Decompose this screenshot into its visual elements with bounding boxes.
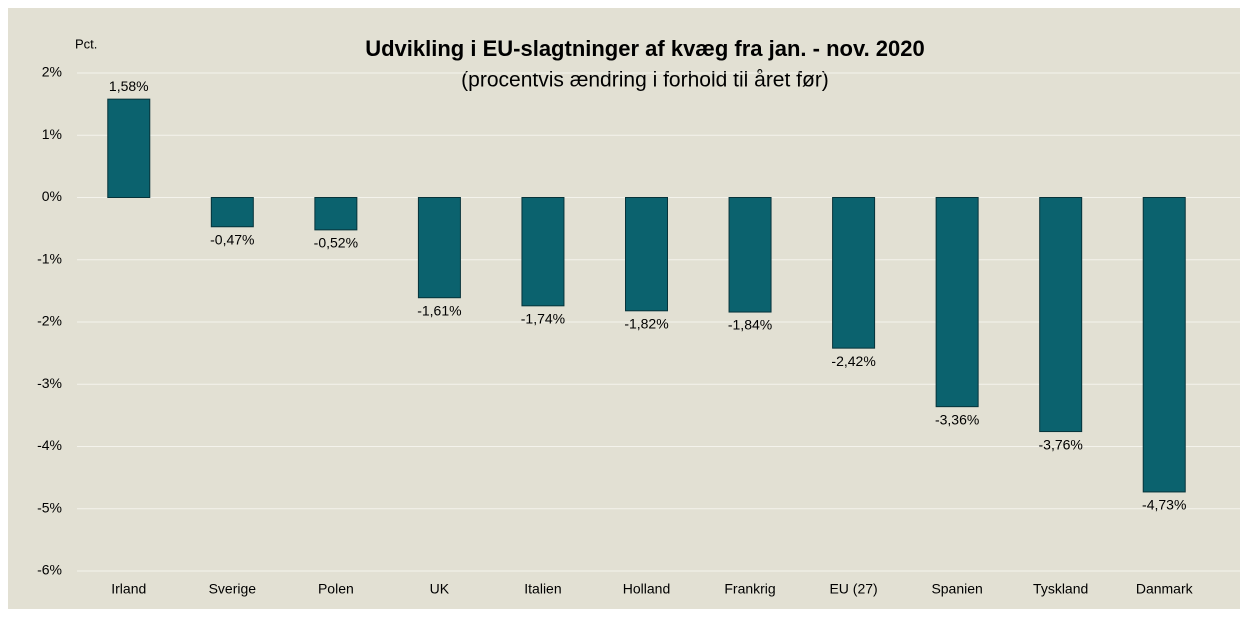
x-tick-label: Irland [111, 581, 146, 597]
bar [107, 98, 151, 198]
value-label: -1,61% [417, 302, 461, 318]
y-tick-label: -6% [37, 562, 62, 578]
bar [417, 197, 461, 299]
x-tick-label: Spanien [931, 581, 982, 597]
value-label: -1,82% [624, 315, 668, 331]
x-tick-label: Tyskland [1033, 581, 1088, 597]
x-tick-label: Frankrig [724, 581, 775, 597]
chart-title: Udvikling i EU-slagtninger af kvæg fra j… [365, 36, 925, 61]
y-tick-label: -2% [37, 313, 62, 329]
value-label: -4,73% [1142, 497, 1186, 513]
y-tick-label: -3% [37, 375, 62, 391]
bar [210, 197, 254, 228]
bar [832, 197, 876, 349]
value-label: -3,76% [1039, 436, 1083, 452]
x-tick-label: Holland [623, 581, 670, 597]
bar [314, 197, 358, 231]
value-label: -0,47% [210, 231, 254, 247]
y-tick-label: 0% [42, 188, 62, 204]
bar [935, 197, 979, 408]
bar [728, 197, 772, 313]
x-tick-label: Sverige [209, 581, 257, 597]
bar [1142, 197, 1186, 493]
x-tick-label: UK [430, 581, 450, 597]
x-tick-label: Danmark [1136, 581, 1194, 597]
y-tick-label: -1% [37, 250, 62, 266]
y-tick-label: 1% [42, 126, 62, 142]
value-label: 1,58% [109, 78, 149, 94]
bar [1039, 197, 1083, 433]
value-label: -1,74% [521, 311, 565, 327]
value-label: -0,52% [314, 235, 358, 251]
x-tick-label: Polen [318, 581, 354, 597]
y-tick-label: -5% [37, 499, 62, 515]
value-label: -1,84% [728, 317, 772, 333]
y-tick-label: -4% [37, 437, 62, 453]
bar [521, 197, 565, 307]
x-tick-label: Italien [524, 581, 561, 597]
x-tick-label: EU (27) [829, 581, 877, 597]
bar [625, 197, 668, 312]
y-tick-label: 2% [42, 64, 62, 80]
value-label: -3,36% [935, 411, 979, 427]
value-label: -2,42% [831, 353, 875, 369]
chart-subtitle: (procentvis ændring i forhold til året f… [461, 69, 829, 92]
y-axis-label: Pct. [75, 36, 97, 51]
